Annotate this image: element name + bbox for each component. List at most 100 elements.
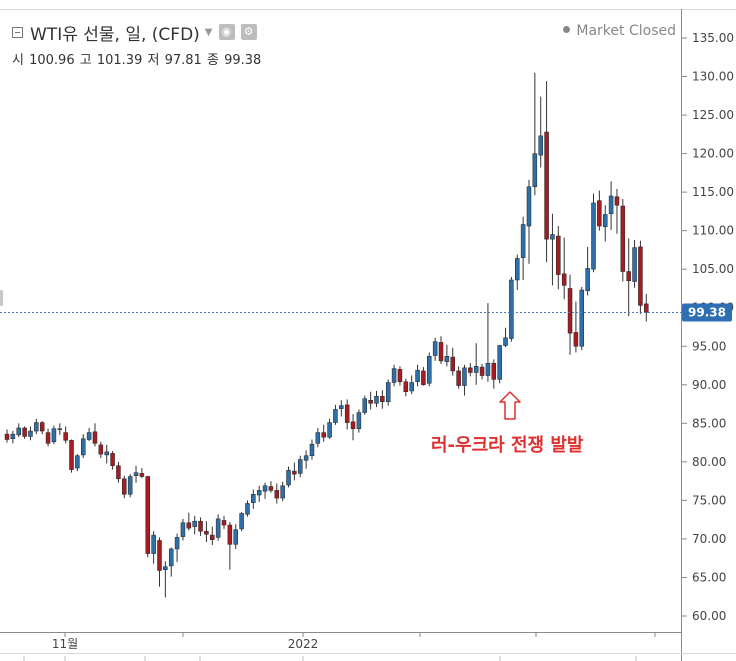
candle-up xyxy=(16,427,21,436)
collapse-icon[interactable] xyxy=(12,26,23,38)
candle-down xyxy=(344,404,350,423)
price-axis: 60.00 65.00 70.00 75.00 80.00 85.00 90.00 95.00… xyxy=(682,31,734,623)
candle-down xyxy=(403,381,409,392)
candle-up xyxy=(168,548,174,567)
candle-down xyxy=(468,367,473,373)
candle-down xyxy=(321,432,326,438)
candle-down xyxy=(380,396,385,403)
event-annotation: 러-우크라 전쟁 발발 xyxy=(431,435,584,456)
candle-up xyxy=(280,485,285,499)
candle-up xyxy=(333,409,338,423)
candle-up xyxy=(298,459,303,474)
candle-up xyxy=(339,405,344,409)
candle-up xyxy=(427,356,432,384)
candle-down xyxy=(292,470,297,475)
candle-down xyxy=(22,427,27,437)
left-resize-handle[interactable] xyxy=(0,290,3,306)
candle-down xyxy=(157,540,162,571)
y-tick-label: 80.00 xyxy=(692,455,726,469)
y-tick-label: 115.00 xyxy=(692,185,734,199)
candle-up xyxy=(509,279,514,339)
candle-up xyxy=(174,537,180,550)
candle-down xyxy=(204,530,209,535)
candle-up xyxy=(75,455,80,469)
y-tick-label: 130.00 xyxy=(692,70,734,84)
candle-up xyxy=(485,362,491,376)
candle-up xyxy=(215,518,221,538)
candle-down xyxy=(561,273,567,286)
candle-up xyxy=(585,268,590,292)
candle-up xyxy=(409,382,414,392)
candle-up xyxy=(57,428,63,430)
candle-up xyxy=(632,247,637,282)
candle-up xyxy=(432,341,438,356)
candle-up xyxy=(327,422,332,438)
candle-up xyxy=(10,433,16,439)
candle-up xyxy=(286,470,291,486)
candle-up xyxy=(532,153,538,187)
gear-icon[interactable]: ⚙ xyxy=(240,24,257,40)
candle-up xyxy=(591,202,596,270)
candle-up xyxy=(34,422,39,432)
high-label: 고 xyxy=(79,53,92,68)
y-tick-label: 85.00 xyxy=(692,416,726,430)
x-tick-label: 11월 xyxy=(52,637,78,651)
chart-header: WTI유 선물, 일, (CFD) ▼ ◉ ⚙ xyxy=(12,20,257,45)
candle-down xyxy=(274,490,280,499)
candle-down xyxy=(45,432,51,444)
candle-down xyxy=(491,362,497,380)
y-tick-label: 70.00 xyxy=(692,532,726,546)
candle-down xyxy=(626,271,631,282)
candle-up xyxy=(315,432,321,444)
symbol-title: WTI유 선물, 일, (CFD) xyxy=(30,24,200,45)
y-tick-label: 65.00 xyxy=(692,570,726,584)
low-label: 저 xyxy=(147,53,160,68)
eye-icon[interactable]: ◉ xyxy=(218,24,235,40)
candle-down xyxy=(397,369,403,382)
candle-down xyxy=(4,433,10,440)
candle-down xyxy=(210,534,215,540)
candle-up xyxy=(415,369,420,382)
candle-down xyxy=(368,399,373,404)
candle-down xyxy=(39,422,45,432)
candle-down xyxy=(122,478,127,495)
y-tick-label: 125.00 xyxy=(692,108,734,122)
candle-down xyxy=(268,486,274,491)
x-tick-label: 2022 xyxy=(288,637,319,651)
candle-down xyxy=(597,200,602,227)
candle-up xyxy=(151,534,156,554)
last-price-badge: 99.38 xyxy=(682,303,732,322)
event-arrow-icon xyxy=(499,391,521,420)
chevron-down-icon[interactable]: ▼ xyxy=(204,26,213,38)
candle-up xyxy=(385,382,391,403)
high-value: 101.39 xyxy=(96,53,143,68)
candle-up xyxy=(251,493,256,503)
candle-up xyxy=(356,412,362,429)
candle-up xyxy=(163,566,168,571)
candle-down xyxy=(456,370,461,386)
candle-up xyxy=(579,289,585,347)
candle-up xyxy=(80,438,86,456)
candle-down xyxy=(198,520,203,532)
candle-down xyxy=(620,205,626,272)
candle-down xyxy=(544,131,549,240)
ohlc-readout: 시 100.96 고 101.39 저 97.81 종 99.38 xyxy=(12,49,262,68)
candle-up xyxy=(104,451,109,456)
candle-down xyxy=(69,440,74,470)
candle-down xyxy=(556,235,561,275)
y-tick-label: 90.00 xyxy=(692,378,726,392)
candle-up xyxy=(256,490,262,496)
y-tick-label: 110.00 xyxy=(692,224,734,238)
candle-up xyxy=(28,430,33,437)
y-tick-label: 60.00 xyxy=(692,609,726,623)
candle-down xyxy=(573,332,579,347)
open-value: 100.96 xyxy=(29,53,75,68)
candle-up xyxy=(309,443,315,456)
y-tick-label: 120.00 xyxy=(692,147,734,161)
candle-up xyxy=(374,396,379,404)
candles-layer xyxy=(4,72,649,598)
candle-up xyxy=(538,135,543,156)
candle-up xyxy=(520,224,526,258)
candle-down xyxy=(186,522,192,529)
candle-down xyxy=(227,524,233,545)
